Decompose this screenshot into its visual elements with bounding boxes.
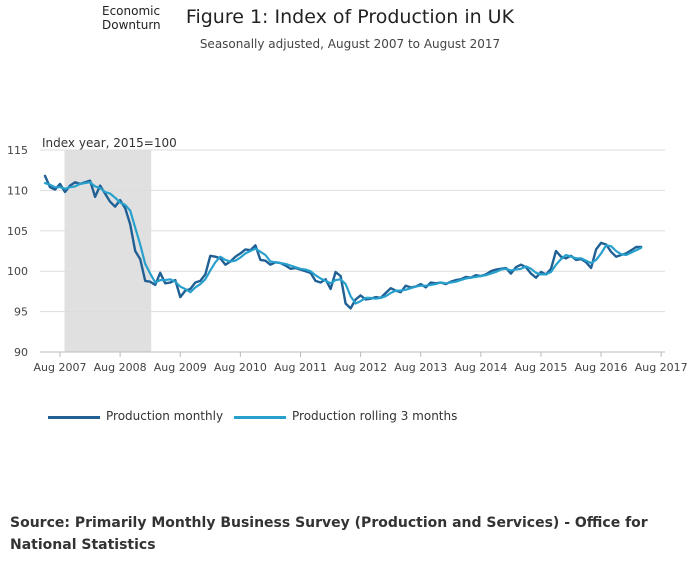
x-tick-label: Aug 2007 <box>34 361 87 374</box>
x-tick-label: Aug 2016 <box>575 361 628 374</box>
legend-swatch-monthly <box>48 416 100 419</box>
x-tick-label: Aug 2010 <box>214 361 267 374</box>
x-tick-label: Aug 2012 <box>334 361 387 374</box>
x-tick-label: Aug 2008 <box>94 361 147 374</box>
source-note: Source: Primarily Monthly Business Surve… <box>10 515 648 553</box>
x-tick-label: Aug 2009 <box>154 361 207 374</box>
x-tick-label: Aug 2013 <box>394 361 447 374</box>
economic-downturn-shading <box>64 150 152 352</box>
chart-canvas: 90 95 100 105 110 115 Aug 2007 Aug 2008 Aug 2009… <box>7 144 688 374</box>
y-tick-label: 105 <box>7 225 28 238</box>
series-line-production-monthly <box>43 174 643 310</box>
legend-swatch-rolling <box>234 416 286 419</box>
chart-subtitle: Seasonally adjusted, August 2007 to Augu… <box>199 37 501 51</box>
y-tick-label: 90 <box>14 346 28 359</box>
legend-label-monthly: Production monthly <box>106 409 224 423</box>
series-line-production-rolling <box>43 181 643 305</box>
x-tick-label: Aug 2011 <box>274 361 327 374</box>
x-tick-label: Aug 2017 <box>635 361 688 374</box>
y-axis-label: Index year, 2015=100 <box>42 136 177 150</box>
y-tick-label: 95 <box>14 306 28 319</box>
x-tick-label: Aug 2015 <box>514 361 567 374</box>
economic-downturn-label: Economic Downturn <box>102 4 161 32</box>
y-tick-label: 100 <box>7 265 28 278</box>
y-tick-label: 115 <box>7 144 28 157</box>
y-tick-label: 110 <box>7 184 28 197</box>
legend-label-rolling: Production rolling 3 months <box>292 409 458 423</box>
chart-title: Figure 1: Index of Production in UK <box>185 6 515 28</box>
x-tick-label: Aug 2014 <box>454 361 507 374</box>
